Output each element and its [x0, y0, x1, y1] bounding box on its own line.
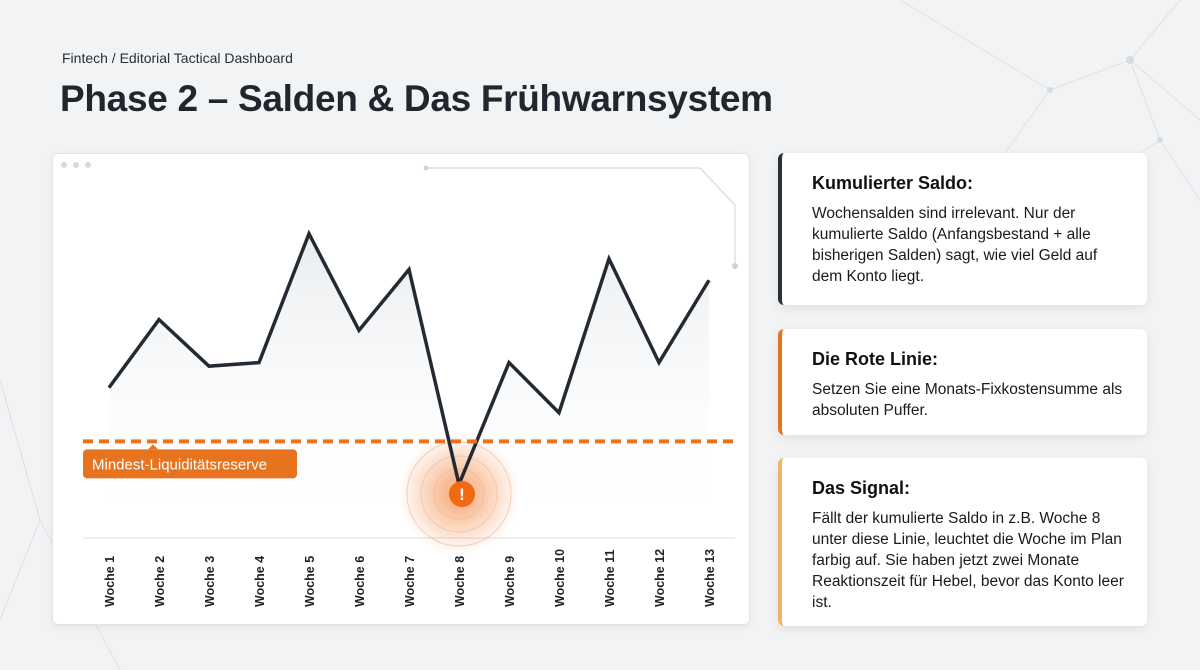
x-tick-label: Woche 6: [353, 556, 367, 607]
x-tick-label: Woche 4: [253, 556, 267, 607]
breadcrumb: Fintech / Editorial Tactical Dashboard: [62, 50, 293, 66]
card-rote-linie: Die Rote Linie: Setzen Sie eine Monats-F…: [778, 329, 1147, 435]
x-tick-label: Woche 9: [503, 556, 517, 607]
card-title: Das Signal:: [812, 478, 911, 498]
decor-dot: [732, 263, 738, 269]
card-title: Kumulierter Saldo:: [812, 173, 974, 193]
x-tick-label: Woche 3: [203, 556, 217, 607]
reserve-label-bg: [83, 449, 297, 479]
card-text: Wochensalden sind irrelevant. Nur der ku…: [812, 205, 1098, 285]
reserve-label-pointer: [148, 444, 158, 450]
card-title: Die Rote Linie:: [812, 349, 939, 369]
x-tick-label: Woche 7: [403, 556, 417, 607]
card-text: Fällt der kumulierte Saldo in z.B. Woche…: [812, 510, 1124, 611]
page-title: Phase 2 – Salden & Das Frühwarnsystem: [60, 78, 773, 119]
x-tick-label: Woche 8: [453, 556, 467, 607]
card-kumulierter-saldo: Kumulierter Saldo: Wochensalden sind irr…: [778, 153, 1147, 305]
window-dots: [61, 162, 91, 168]
x-tick-label: Woche 5: [303, 556, 317, 607]
x-tick-label: Woche 10: [553, 549, 567, 607]
decor-dot: [423, 165, 429, 171]
x-tick-label: Woche 13: [703, 549, 717, 607]
x-tick-label: Woche 12: [653, 549, 667, 607]
card-signal: Das Signal: Fällt der kumulierte Saldo i…: [778, 458, 1147, 626]
x-tick-label: Woche 2: [153, 556, 167, 607]
x-tick-label: Woche 1: [103, 556, 117, 607]
decor-line: [426, 167, 736, 265]
warning-icon: [449, 481, 475, 507]
alert-ring: [433, 468, 485, 520]
alert-symbol: !: [459, 485, 465, 504]
x-tick-label: Woche 11: [603, 550, 617, 607]
alert-ring: [420, 455, 498, 533]
reserve-label: Mindest-Liquiditätsreserve: [92, 456, 267, 473]
card-text: Setzen Sie eine Monats-Fixkostensumme al…: [812, 381, 1123, 419]
